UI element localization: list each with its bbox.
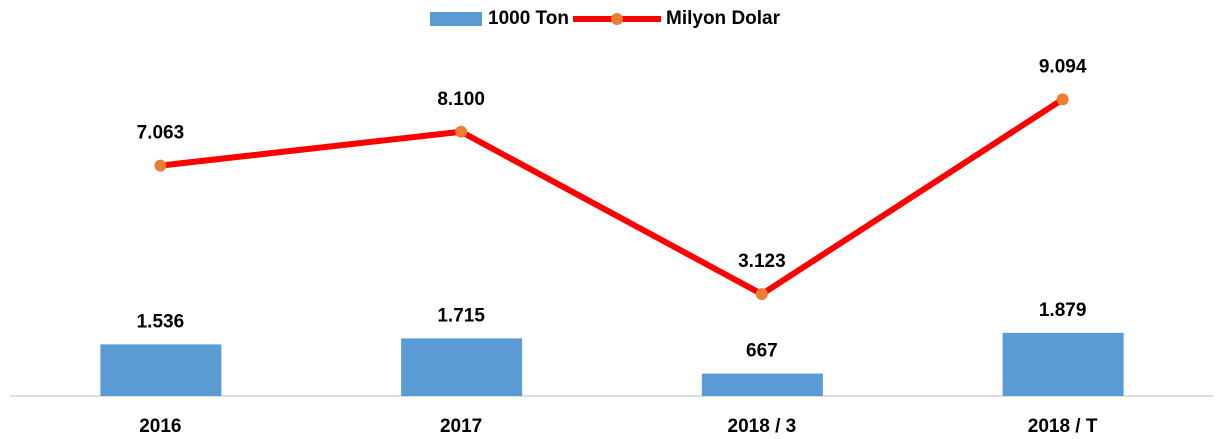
x-tick-label: 2018 / 3 xyxy=(728,416,797,437)
line xyxy=(160,96,1065,298)
bar xyxy=(701,373,823,396)
data-label: 1.879 xyxy=(1039,300,1087,321)
marker xyxy=(455,125,468,138)
data-label: 8.100 xyxy=(437,89,485,110)
data-label: 7.063 xyxy=(137,123,185,144)
x-tick-label: 2018 / T xyxy=(1028,416,1098,437)
data-label: 667 xyxy=(746,341,778,362)
bar xyxy=(100,344,222,396)
bar xyxy=(401,338,523,396)
marker xyxy=(1056,93,1069,106)
data-label: 1.536 xyxy=(137,311,185,332)
data-label: 9.094 xyxy=(1039,56,1087,77)
legend-label: Milyon Dolar xyxy=(666,8,781,29)
legend-marker xyxy=(611,13,623,25)
x-tick-label: 2017 xyxy=(440,416,482,437)
data-label: 3.123 xyxy=(738,251,786,272)
marker xyxy=(154,159,167,172)
legend-label: 1000 Ton xyxy=(488,8,569,29)
marker xyxy=(755,288,768,301)
legend-swatch xyxy=(430,12,482,26)
bar xyxy=(1002,332,1124,396)
x-tick-label: 2016 xyxy=(139,416,181,437)
data-label: 1.715 xyxy=(437,305,485,326)
